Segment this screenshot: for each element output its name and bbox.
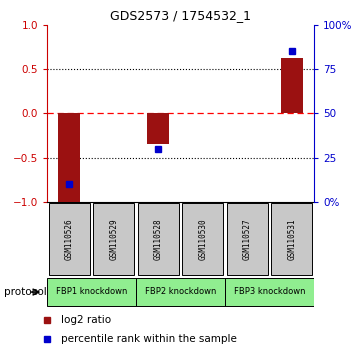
- FancyBboxPatch shape: [182, 203, 223, 275]
- Bar: [58, 113, 80, 202]
- FancyBboxPatch shape: [136, 278, 225, 306]
- FancyBboxPatch shape: [47, 278, 136, 306]
- Text: percentile rank within the sample: percentile rank within the sample: [61, 333, 237, 344]
- Text: log2 ratio: log2 ratio: [61, 315, 112, 325]
- Text: protocol: protocol: [4, 287, 46, 297]
- FancyBboxPatch shape: [93, 203, 134, 275]
- Text: GSM110530: GSM110530: [198, 218, 207, 260]
- Title: GDS2573 / 1754532_1: GDS2573 / 1754532_1: [110, 9, 251, 22]
- Text: FBP3 knockdown: FBP3 knockdown: [234, 287, 305, 296]
- Bar: [280, 58, 303, 113]
- Text: FBP1 knockdown: FBP1 knockdown: [56, 287, 127, 296]
- Text: GSM110529: GSM110529: [109, 218, 118, 260]
- FancyBboxPatch shape: [271, 203, 312, 275]
- Text: GSM110528: GSM110528: [154, 218, 163, 260]
- Text: GSM110526: GSM110526: [65, 218, 74, 260]
- FancyBboxPatch shape: [49, 203, 90, 275]
- Bar: [147, 113, 169, 144]
- FancyBboxPatch shape: [138, 203, 179, 275]
- Text: GSM110527: GSM110527: [243, 218, 252, 260]
- FancyBboxPatch shape: [227, 203, 268, 275]
- FancyBboxPatch shape: [225, 278, 314, 306]
- Text: FBP2 knockdown: FBP2 knockdown: [145, 287, 216, 296]
- Text: GSM110531: GSM110531: [287, 218, 296, 260]
